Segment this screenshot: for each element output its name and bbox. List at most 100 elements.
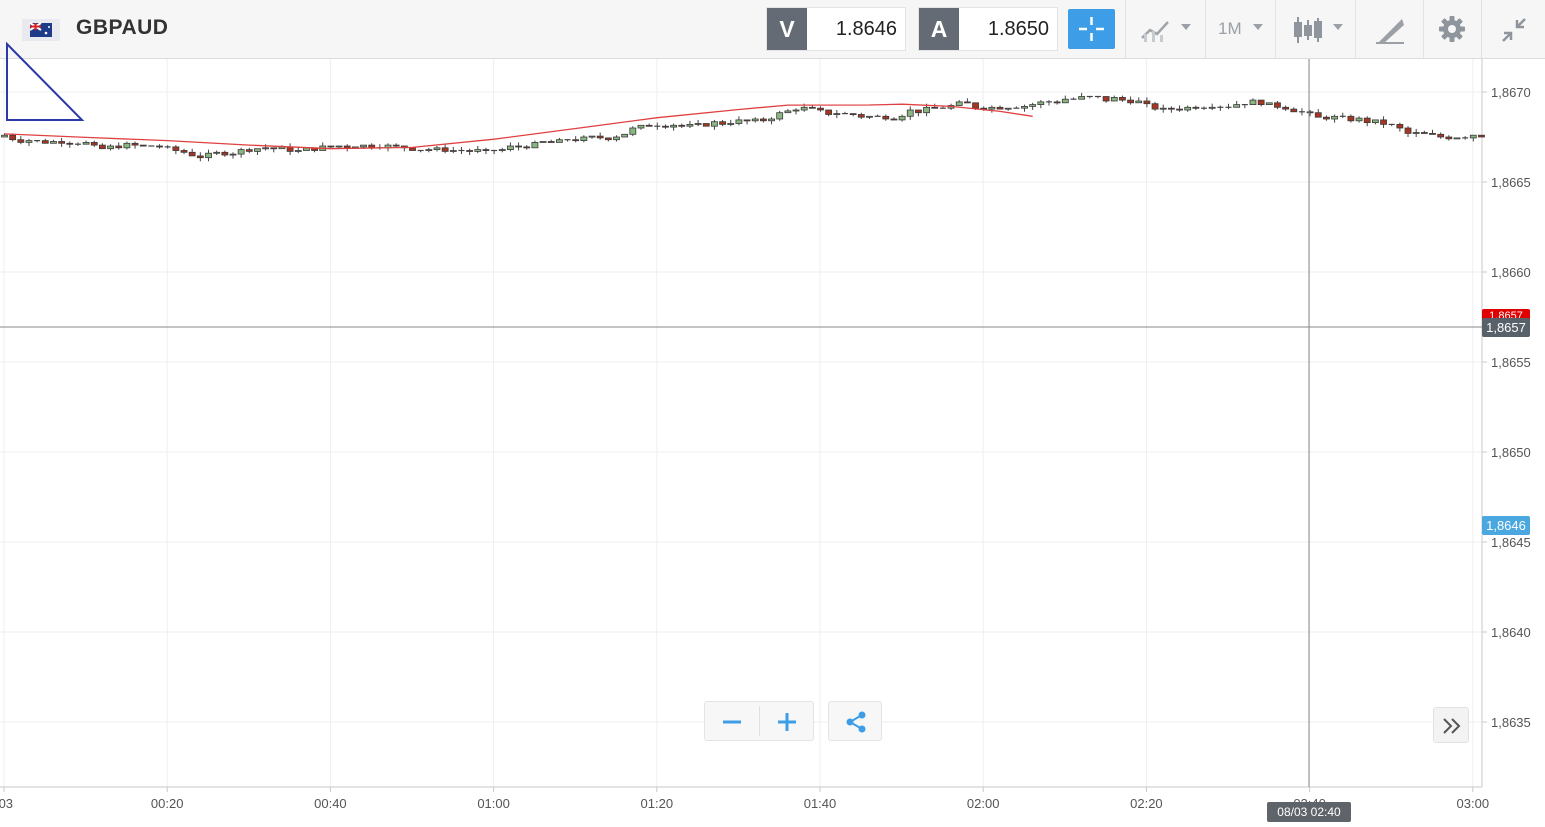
drawing-tools-icon [1376, 19, 1404, 44]
candle-body [670, 124, 678, 128]
candle-body [735, 119, 743, 124]
candle-body [972, 102, 979, 109]
candle-body [849, 113, 857, 115]
candle-body [694, 123, 702, 125]
zoom-controls [704, 701, 814, 741]
x-tick-label: 01:20 [641, 796, 674, 811]
drawing-tools-button[interactable] [1355, 0, 1423, 58]
candle-body [262, 147, 270, 150]
candle-body [988, 106, 996, 110]
candle-body [9, 134, 17, 141]
candle-style-button[interactable] [1275, 0, 1355, 58]
candle-body [547, 141, 555, 143]
y-tick-label: 1,8650 [1491, 445, 1531, 460]
candle-body [1412, 132, 1420, 134]
candle-body [1331, 115, 1338, 120]
candle-body [1078, 96, 1086, 100]
candle-body [50, 141, 57, 144]
last-price-label: 1,8646 [1482, 516, 1530, 535]
candle-body [205, 152, 212, 159]
candle-body [931, 106, 939, 109]
settings-button[interactable] [1423, 0, 1481, 58]
candle-body [425, 149, 433, 152]
candle-body [1282, 106, 1290, 110]
candle-body [996, 106, 1004, 110]
candle-body [1396, 124, 1404, 129]
candle-body [621, 133, 629, 138]
candle-body [188, 151, 196, 157]
candle-body [1265, 102, 1273, 106]
top-toolbar: GBPAUD V 1.8646 A 1.8650 1M [0, 0, 1545, 59]
candle-body [1159, 107, 1167, 110]
candle-body [474, 149, 482, 152]
y-tick-label: 1,8645 [1491, 535, 1531, 550]
share-button[interactable] [828, 701, 882, 741]
candle-body [1176, 108, 1183, 111]
chevron-down-icon [1333, 24, 1343, 30]
scroll-to-latest-button[interactable] [1433, 707, 1469, 743]
x-tick-label: 00:40 [314, 796, 347, 811]
sell-tag: V [767, 8, 807, 50]
triangle-drawing[interactable] [6, 41, 85, 121]
candle-body [482, 149, 490, 152]
candle-body [539, 141, 547, 143]
collapse-button[interactable] [1481, 0, 1545, 58]
zoom-in-button[interactable] [776, 711, 798, 733]
buy-tag: A [919, 8, 959, 50]
candle-body [1290, 108, 1298, 113]
candle-body [213, 151, 221, 154]
candle-body [1029, 104, 1037, 107]
candle-body [156, 145, 163, 148]
x-tick-label: 01:00 [477, 796, 510, 811]
candle-body [645, 124, 653, 127]
candle-body [751, 118, 759, 122]
candle-body [1119, 97, 1126, 101]
candle-body [833, 113, 841, 115]
crosshair-button[interactable] [1068, 9, 1115, 49]
candle-body [1208, 106, 1216, 109]
candle-body [825, 109, 833, 115]
buy-price-button[interactable]: A 1.8650 [918, 7, 1058, 51]
candle-body [1323, 116, 1330, 120]
chevron-down-icon [1253, 24, 1263, 30]
candle-body [131, 142, 139, 146]
candle-body [172, 146, 180, 151]
candle-body [817, 107, 824, 111]
candle-body [449, 150, 457, 152]
crosshair-time-label: 08/03 02:40 [1267, 802, 1351, 822]
candle-body [808, 106, 816, 109]
candle-body [1429, 132, 1436, 135]
candle-body [1061, 98, 1069, 104]
candle-body [1314, 112, 1322, 118]
chart-type-button[interactable] [1125, 0, 1205, 58]
candle-body [270, 147, 278, 150]
candle-body [719, 121, 726, 125]
candle-body [90, 141, 98, 146]
candle-body [1306, 111, 1314, 114]
timeframe-label: 1M [1218, 19, 1242, 38]
candle-body [237, 149, 245, 155]
candle-body [115, 145, 123, 149]
sell-price-button[interactable]: V 1.8646 [766, 7, 906, 51]
candle-body [792, 109, 800, 112]
buy-price: 1.8650 [987, 18, 1049, 40]
share-icon [846, 711, 866, 733]
candle-body [1233, 104, 1241, 108]
candle-body [1135, 100, 1143, 104]
candle-body [711, 121, 718, 127]
zoom-out-button[interactable] [721, 714, 743, 730]
candle-body [294, 150, 302, 152]
candles [1, 92, 1485, 162]
timeframe-button[interactable]: 1M [1205, 0, 1275, 58]
candle-body [1445, 136, 1453, 140]
candle-body [898, 115, 906, 121]
candle-body [629, 127, 637, 135]
x-tick-label: 00:20 [151, 796, 184, 811]
candle-body [123, 142, 131, 149]
chart-type-icon [1141, 21, 1169, 42]
chevron-down-icon [1181, 24, 1191, 30]
candle-body [923, 106, 930, 114]
candle-body [229, 153, 237, 156]
candle-body [890, 118, 898, 121]
